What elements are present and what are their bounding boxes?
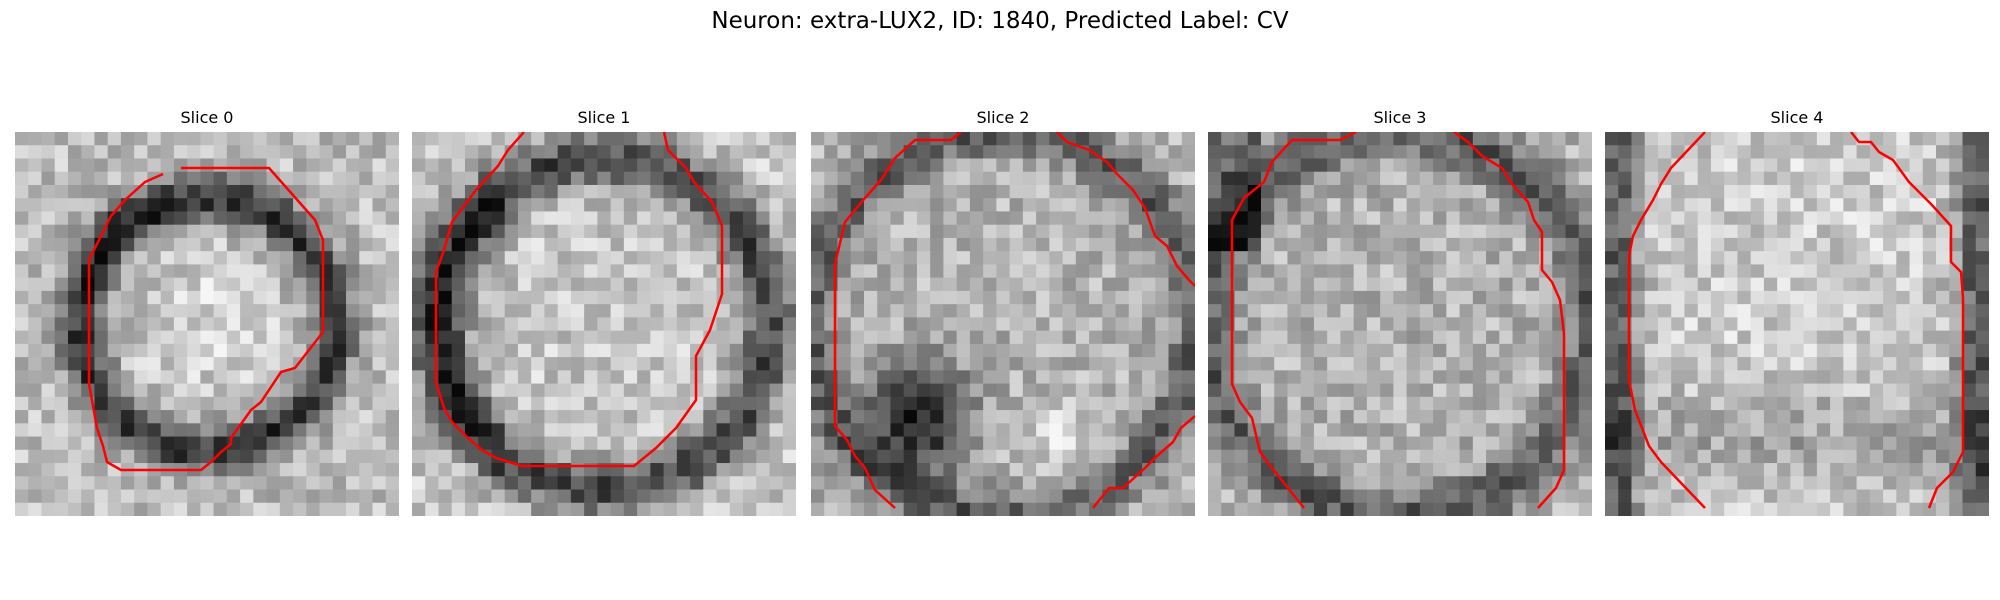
cell-contour-3	[1230, 132, 1357, 509]
figure-title: Neuron: extra-LUX2, ID: 1840, Predicted …	[711, 8, 1289, 34]
slice-image-2	[811, 132, 1195, 516]
slice-panel-2: Slice 2	[811, 108, 1195, 516]
slice-title-0: Slice 0	[180, 108, 234, 127]
slice-image-1	[412, 132, 796, 516]
cell-contour-3b	[1453, 132, 1566, 509]
slice-panel-0: Slice 0	[15, 108, 399, 516]
slice-image-0	[15, 132, 399, 516]
cell-contour-2c	[1092, 415, 1195, 509]
slice-title-2: Slice 2	[976, 108, 1030, 127]
cell-contour-4b	[1850, 132, 1965, 509]
slice-title-1: Slice 1	[577, 108, 631, 127]
slice-panel-4: Slice 4	[1605, 108, 1989, 516]
cell-contour-0	[87, 166, 325, 472]
cell-contour-4	[1627, 132, 1706, 509]
slice-title-4: Slice 4	[1770, 108, 1824, 127]
slice-image-4	[1605, 132, 1989, 516]
cell-contour-2	[833, 132, 962, 509]
cell-contour-1	[434, 132, 724, 468]
slice-panel-3: Slice 3	[1208, 108, 1592, 516]
cell-contour-2b	[1056, 132, 1195, 287]
slice-image-3	[1208, 132, 1592, 516]
slice-panel-1: Slice 1	[412, 108, 796, 516]
slice-title-3: Slice 3	[1373, 108, 1427, 127]
